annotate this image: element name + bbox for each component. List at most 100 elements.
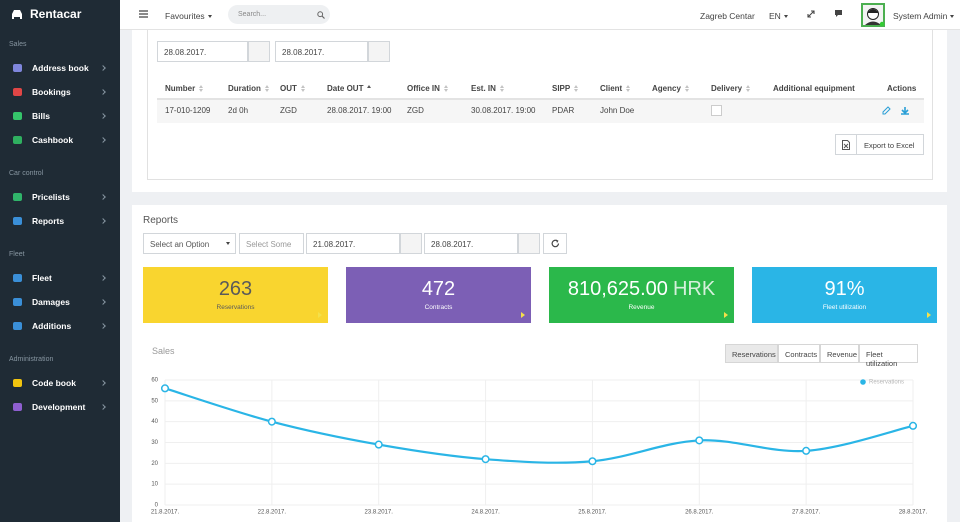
refresh-button[interactable] — [543, 233, 567, 254]
section-title: Car control — [9, 170, 44, 177]
reports-card — [132, 205, 947, 522]
chevron — [100, 113, 106, 119]
nav-item[interactable]: Bookings — [32, 87, 71, 97]
avatar[interactable] — [861, 3, 885, 27]
delivery-checkbox[interactable] — [711, 105, 722, 116]
point — [802, 446, 811, 455]
menu-icon[interactable] — [139, 10, 148, 18]
x-tick-label: 28.8.2017. — [899, 510, 928, 516]
language-label: EN — [769, 11, 781, 21]
nav-item[interactable]: Bills — [32, 111, 50, 121]
chevron — [100, 275, 106, 281]
select-option[interactable]: Select an Option — [143, 233, 236, 254]
bookings-box — [147, 30, 933, 180]
column-label: Date OUT — [327, 84, 364, 93]
section-title: Sales — [9, 41, 27, 48]
tile-arrow — [927, 312, 931, 318]
stat-label: Revenue — [628, 304, 655, 311]
report-date-to[interactable]: 28.08.2017. — [424, 233, 518, 254]
x-tick-label: 23.8.2017. — [365, 510, 394, 516]
table-cell: 2d 0h — [228, 106, 249, 115]
column-header: Date OUT — [327, 84, 372, 93]
column-header: Duration — [228, 84, 270, 93]
nav-item[interactable]: Pricelists — [32, 192, 70, 202]
point — [908, 421, 918, 430]
nav-item[interactable]: Fleet — [32, 273, 52, 283]
nav-item[interactable]: Damages — [32, 297, 70, 307]
chart-tab[interactable]: Fleet utilization — [859, 344, 918, 368]
stat-label: Contracts — [424, 304, 453, 311]
chart-tab[interactable]: Revenue — [820, 344, 859, 363]
stat-number: 472 — [421, 278, 456, 300]
column-label: Office IN — [407, 84, 440, 93]
stat-label: Reservations — [216, 304, 255, 311]
calendar-button[interactable] — [248, 41, 270, 62]
x-tick-label: 22.8.2017. — [258, 510, 287, 516]
column-label: Client — [600, 84, 623, 93]
user-menu[interactable]: System Admin — [893, 11, 955, 21]
y-tick-label: 20 — [151, 461, 158, 467]
column-header: Office IN — [407, 84, 449, 93]
y-tick-label: 50 — [151, 398, 158, 404]
export-button[interactable]: Export to Excel — [835, 134, 924, 155]
search-placeholder: Search... — [238, 11, 267, 18]
location[interactable]: Zagreb Centar — [700, 11, 755, 21]
chat-icon[interactable] — [834, 9, 843, 18]
sort-icon — [443, 85, 449, 93]
point — [588, 457, 597, 466]
nav-item[interactable]: Development — [32, 402, 86, 412]
column-label: Agency — [652, 84, 681, 93]
column-header: Actions — [887, 84, 916, 93]
stat-tile: 91% Fleet utilization — [752, 267, 937, 323]
chevron — [100, 380, 106, 386]
column-header: Number — [165, 84, 204, 93]
excel-icon — [842, 140, 850, 150]
x-tick-label: 21.8.2017. — [151, 510, 180, 516]
nav-item[interactable]: Address book — [32, 63, 89, 73]
stat-number: 810,625.00 — [567, 278, 668, 300]
nav-icon — [13, 298, 22, 306]
line — [164, 387, 914, 464]
fullscreen-icon[interactable] — [807, 10, 815, 18]
favourites[interactable]: Favourites — [165, 11, 212, 21]
calendar-button[interactable] — [400, 233, 422, 254]
brand: Rentacar — [30, 7, 82, 21]
chart-tab[interactable]: Contracts — [778, 344, 820, 363]
sort-icon — [746, 85, 751, 93]
column-header: Client — [600, 84, 631, 93]
nav-item[interactable]: Additions — [32, 321, 72, 331]
legend-swatch — [860, 379, 866, 385]
calendar-button[interactable] — [368, 41, 390, 62]
date-to[interactable]: 28.08.2017. — [275, 41, 368, 62]
column-header: OUT — [280, 84, 306, 93]
row-actions[interactable] — [882, 106, 910, 116]
calendar-button[interactable] — [518, 233, 540, 254]
search-icon — [317, 11, 325, 19]
tile-arrow — [724, 312, 728, 318]
chart-tab[interactable]: Reservations — [725, 344, 778, 363]
user-name: System Admin — [893, 11, 948, 21]
select-some[interactable]: Select Some — [239, 233, 304, 254]
date-from[interactable]: 28.08.2017. — [157, 41, 248, 62]
column-header: Delivery — [711, 84, 751, 93]
x-tick-label: 27.8.2017. — [792, 510, 821, 516]
language[interactable]: EN — [769, 11, 788, 21]
y-tick-label: 10 — [151, 482, 158, 488]
column-label: SIPP — [552, 84, 571, 93]
table-cell: PDAR — [552, 106, 575, 115]
point — [267, 417, 276, 426]
nav-item[interactable]: Code book — [32, 378, 76, 388]
nav-item[interactable]: Reports — [32, 216, 65, 226]
sort-icon — [367, 85, 372, 92]
chevron — [100, 323, 106, 329]
report-date-from[interactable]: 21.08.2017. — [306, 233, 400, 254]
sort-icon — [499, 85, 505, 93]
sort-icon — [574, 85, 579, 93]
stat-number: 91% — [824, 278, 865, 300]
column-label: Est. IN — [471, 84, 496, 93]
topbar: Favourites Search... Zagreb Centar EN Sy… — [120, 0, 960, 30]
nav-item[interactable]: Cashbook — [32, 135, 74, 145]
search[interactable]: Search... — [228, 5, 330, 24]
sales-title: Sales — [152, 346, 175, 356]
